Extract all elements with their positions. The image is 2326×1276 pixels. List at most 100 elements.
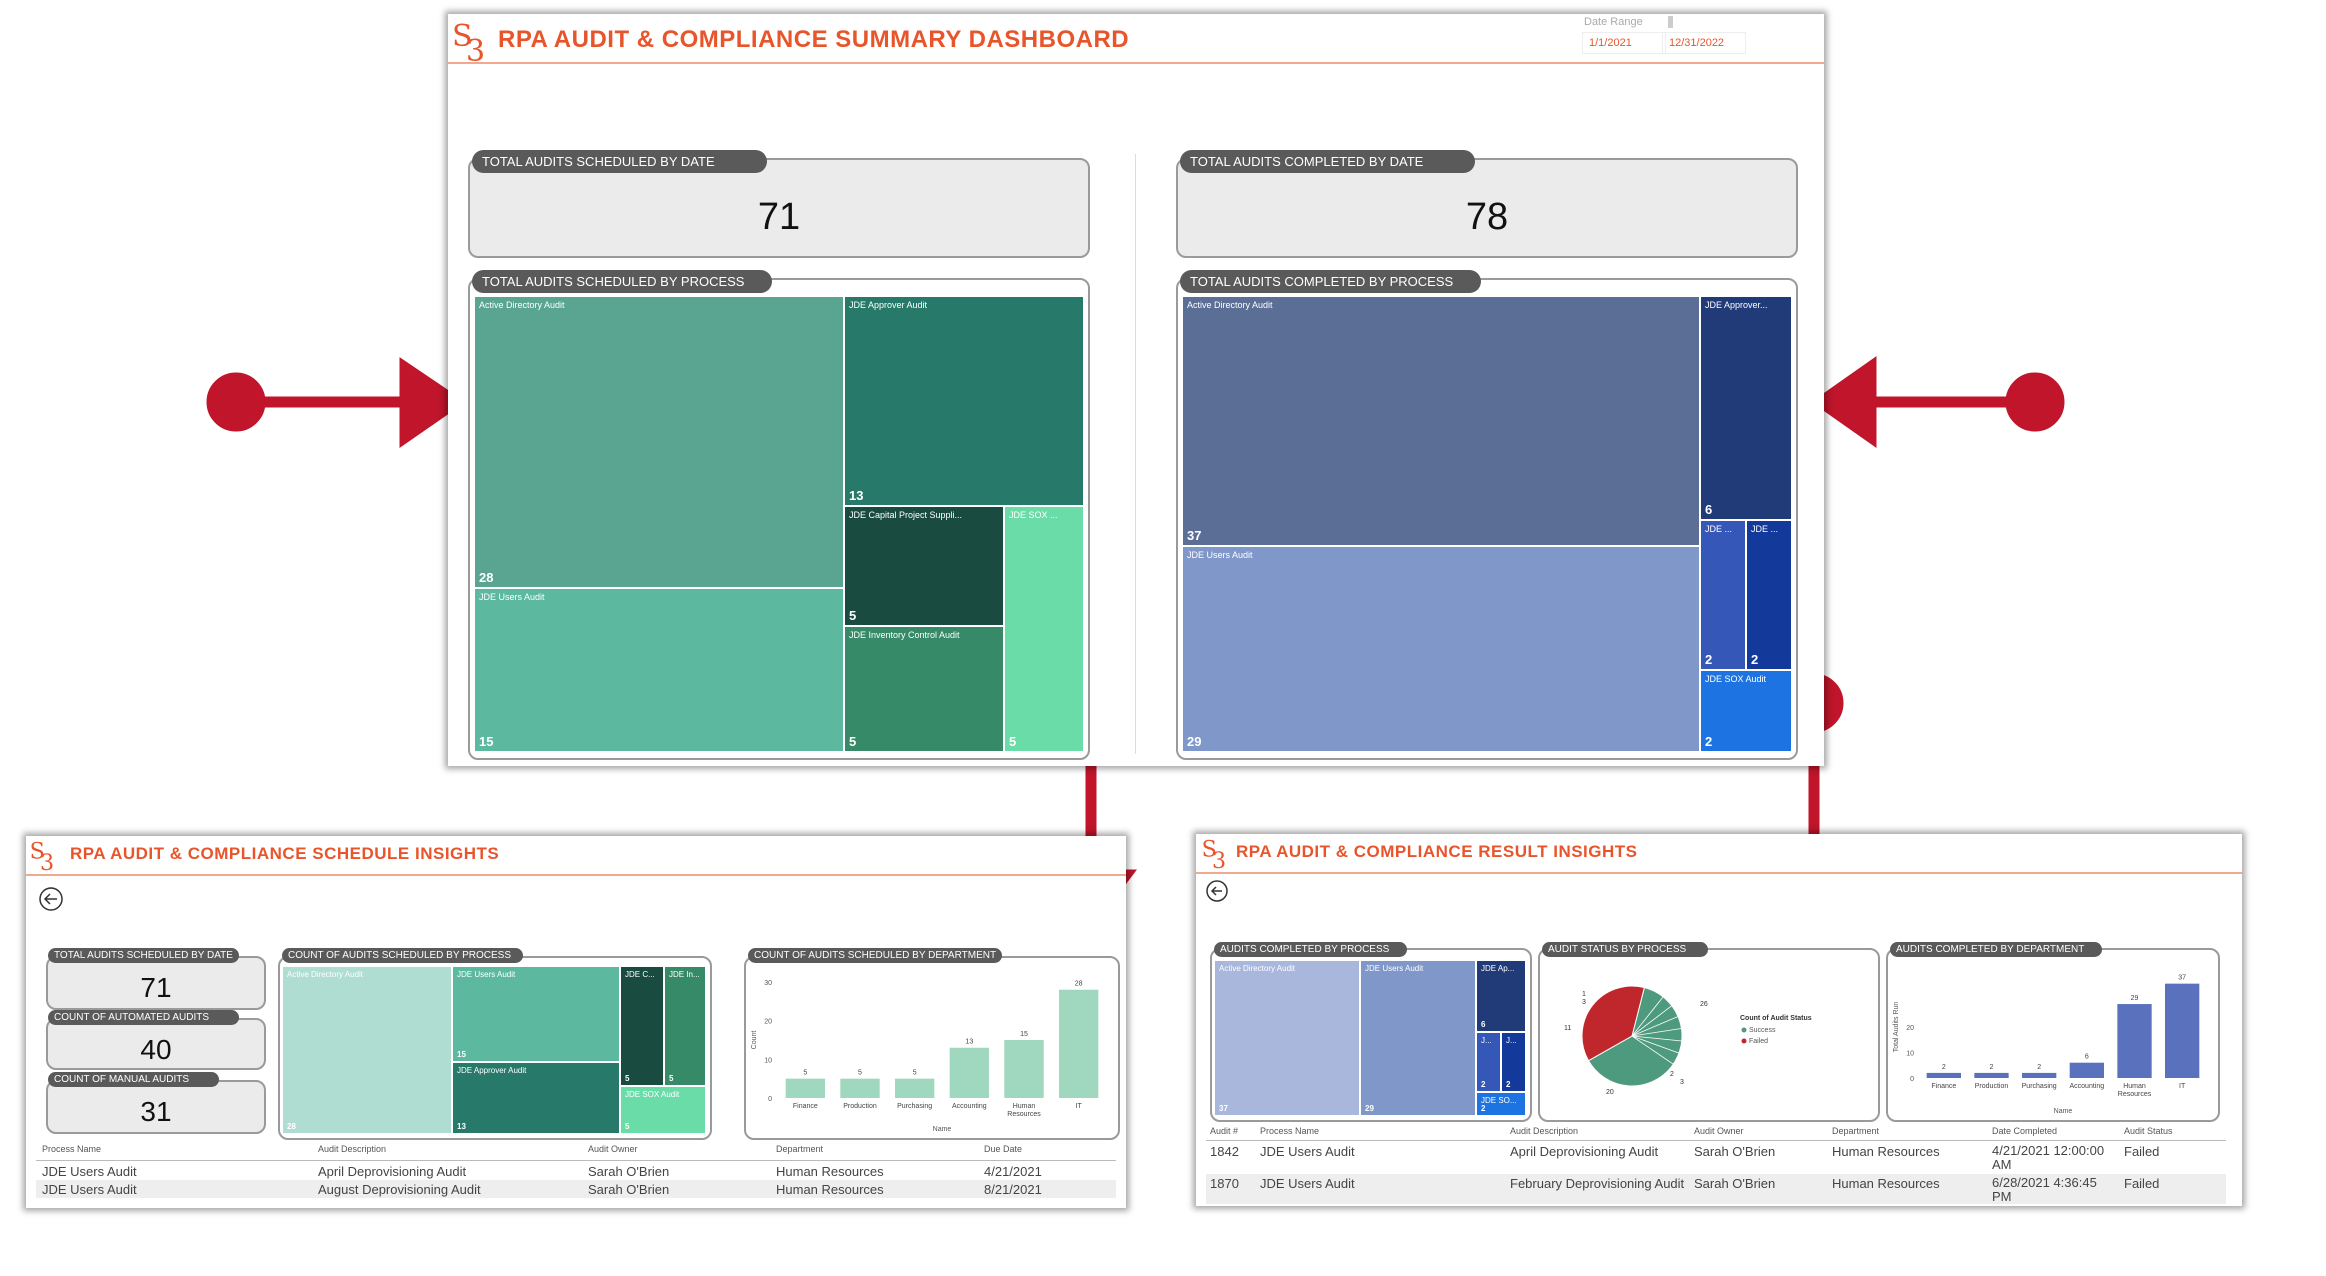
schedule-table: Process Name Audit Description Audit Own… <box>26 1142 1126 1208</box>
table-row[interactable]: 1870 JDE Users Audit February Deprovisio… <box>1206 1174 2226 1204</box>
pie-slice-divider <box>1631 1005 1673 1037</box>
bar <box>2022 1072 2057 1078</box>
completed-process-treemap: Active Directory Audit 37 JDE Users Audit… <box>1182 296 1792 752</box>
treemap-cell[interactable]: JDE Approver Audit 13 <box>452 1062 620 1134</box>
pie-slice-divider <box>1631 1016 1679 1037</box>
bar-value-label: 2 <box>1942 1064 1946 1071</box>
y-tick-label: 10 <box>764 1057 772 1064</box>
treemap-cell[interactable]: JDE Users Audit 29 <box>1360 960 1476 1116</box>
bar <box>1058 989 1099 1098</box>
column-header[interactable]: Audit Owner <box>588 1144 638 1154</box>
column-header[interactable]: Department <box>776 1144 824 1154</box>
treemap-cell[interactable]: JDE SOX ... 5 <box>1004 506 1084 752</box>
pie-slice-divider <box>1631 1035 1682 1042</box>
treemap-cell[interactable]: JDE Approver Audit 13 <box>844 296 1084 506</box>
table-row[interactable]: 1842 JDE Users Audit April Deprovisionin… <box>1210 1143 2160 1172</box>
table-row[interactable]: JDE Users Audit August Deprovisioning Au… <box>36 1180 1116 1198</box>
pie-legend-item: Success <box>1749 1027 1776 1034</box>
bar <box>785 1078 826 1098</box>
date-range-label: Date Range <box>1584 16 1643 28</box>
bar <box>2117 1004 2152 1078</box>
back-arrow-icon[interactable] <box>1204 878 1230 904</box>
treemap-cell[interactable]: JDE ... 2 <box>1746 520 1792 670</box>
bar-value-label: 2 <box>1990 1064 1994 1071</box>
treemap-cell[interactable]: JDE Approver... 6 <box>1700 296 1792 520</box>
column-header[interactable]: Process Name <box>42 1144 102 1154</box>
bar-value-label: 5 <box>803 1070 807 1077</box>
result-pie-label: AUDIT STATUS BY PROCESS <box>1542 942 1709 957</box>
y-axis-title: Total Audits Run <box>1893 1002 1900 1053</box>
treemap-cell[interactable]: JDE In... 5 <box>664 966 706 1086</box>
bar-value-label: 2 <box>2037 1064 2041 1071</box>
center-divider <box>1135 154 1136 754</box>
title-underline <box>26 874 1126 876</box>
x-tick-label: Accounting <box>2070 1083 2105 1090</box>
column-header[interactable]: Audit Owner <box>1694 1126 1744 1136</box>
table-header-line <box>36 1160 1116 1161</box>
treemap-cell[interactable]: JDE SO... 2 <box>1476 1092 1526 1116</box>
y-tick-label: 10 <box>1906 1051 1914 1058</box>
date-range-start[interactable]: 1/1/2021 <box>1582 32 1666 54</box>
bar-value-label: 5 <box>858 1070 862 1077</box>
column-header[interactable]: Audit Description <box>1510 1126 1579 1136</box>
x-tick-label: Finance <box>793 1103 818 1110</box>
schedule-treemap: Active Directory Audit 28 JDE Users Audit… <box>282 966 706 1134</box>
kpi-manual-value: 31 <box>140 1096 172 1127</box>
result-treemap-label: AUDITS COMPLETED BY PROCESS <box>1214 942 1408 957</box>
x-tick-label: Purchasing <box>2022 1083 2057 1090</box>
x-tick-label: Purchasing <box>897 1103 932 1110</box>
treemap-cell[interactable]: JDE Users Audit 15 <box>474 588 844 752</box>
x-tick-label: Production <box>843 1103 877 1110</box>
treemap-cell[interactable]: Active Directory Audit 28 <box>474 296 844 588</box>
column-header[interactable]: Audit # <box>1210 1126 1239 1136</box>
kpi-automated-label: COUNT OF AUTOMATED AUDITS <box>48 1010 240 1025</box>
x-tick-label: Resources <box>1007 1111 1041 1118</box>
y-tick-label: 20 <box>764 1019 772 1026</box>
treemap-cell[interactable]: J... 2 <box>1476 1032 1501 1092</box>
scheduled-by-date-card: 71 <box>468 158 1090 258</box>
bar-value-label: 29 <box>2131 995 2139 1002</box>
column-header[interactable]: Audit Status <box>2124 1126 2173 1136</box>
column-header[interactable]: Audit Description <box>318 1144 387 1154</box>
treemap-cell[interactable]: Active Directory Audit 28 <box>282 966 452 1134</box>
treemap-cell[interactable]: JDE SOX Audit 5 <box>620 1086 706 1134</box>
date-range-end[interactable]: 12/31/2022 <box>1662 32 1746 54</box>
result-treemap: Active Directory Audit 37 JDE Users Audit… <box>1214 960 1526 1116</box>
svg-text:S: S <box>1202 837 1217 863</box>
column-header[interactable]: Process Name <box>1260 1126 1320 1136</box>
kpi-scheduled-value: 71 <box>140 972 172 1003</box>
treemap-cell[interactable]: JDE Capital Project Suppli... 5 <box>844 506 1004 626</box>
treemap-cell[interactable]: JDE C... 5 <box>620 966 664 1086</box>
svg-text:3: 3 <box>1212 848 1226 870</box>
svg-text:S: S <box>452 19 473 54</box>
scheduled-by-process-label: TOTAL AUDITS SCHEDULED BY PROCESS <box>472 270 773 293</box>
kpi-card: 31 <box>46 1080 266 1134</box>
treemap-cell[interactable]: Active Directory Audit 37 <box>1182 296 1700 546</box>
x-tick-label: Resources <box>2118 1091 2152 1098</box>
bar <box>1926 1072 1961 1078</box>
pie-data-label: 20 <box>1606 1089 1614 1096</box>
pie-data-label: 1 <box>1582 991 1586 998</box>
result-insights-panel: S 3 RPA AUDIT & COMPLIANCE RESULT INSIGH… <box>1196 834 2242 1206</box>
treemap-cell[interactable]: JDE SOX Audit 2 <box>1700 670 1792 752</box>
treemap-cell[interactable]: JDE Ap... 6 <box>1476 960 1526 1032</box>
column-header[interactable]: Department <box>1832 1126 1880 1136</box>
treemap-cell[interactable]: Active Directory Audit 37 <box>1214 960 1360 1116</box>
treemap-cell[interactable]: JDE Users Audit 15 <box>452 966 620 1062</box>
table-row[interactable]: JDE Users Audit April Deprovisioning Aud… <box>42 1164 1042 1179</box>
bar-value-label: 6 <box>2085 1054 2089 1061</box>
treemap-cell[interactable]: JDE ... 2 <box>1700 520 1746 670</box>
kpi-card: 40 <box>46 1018 266 1070</box>
back-arrow-icon[interactable] <box>38 886 64 912</box>
x-tick-label: IT <box>1076 1103 1083 1110</box>
svg-text:S: S <box>30 839 45 865</box>
page-title: RPA AUDIT & COMPLIANCE SUMMARY DASHBOARD <box>498 26 1130 53</box>
column-header[interactable]: Due Date <box>984 1144 1023 1154</box>
date-range-slider-handle[interactable] <box>1668 16 1673 28</box>
treemap-cell[interactable]: JDE Inventory Control Audit 5 <box>844 626 1004 752</box>
treemap-cell[interactable]: JDE Users Audit 29 <box>1182 546 1700 752</box>
pie-slice-divider <box>1631 1035 1680 1054</box>
column-header[interactable]: Date Completed <box>1992 1126 2058 1136</box>
treemap-cell[interactable]: J... 2 <box>1501 1032 1526 1092</box>
